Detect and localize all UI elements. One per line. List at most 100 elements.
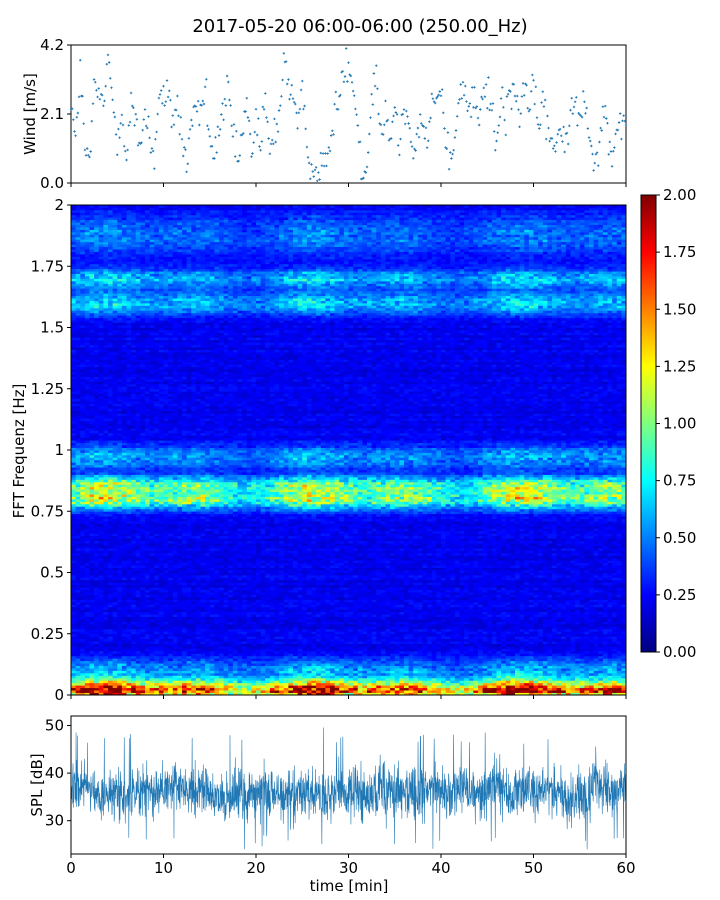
spectrogram-cell: [71, 673, 76, 676]
spectrogram-cell: [131, 516, 136, 519]
spectrogram-cell: [150, 595, 155, 598]
spectrogram-cell: [140, 592, 145, 595]
wind-marker: [417, 127, 419, 129]
spectrogram-cell: [145, 526, 150, 529]
spectrogram-cell: [127, 614, 132, 617]
spectrogram-cell: [154, 222, 159, 225]
spectrogram-cell: [145, 582, 150, 585]
spectrogram-cell: [113, 254, 118, 257]
spectrogram-cell: [108, 320, 113, 323]
spectrogram-cell: [94, 445, 99, 448]
spectrogram-cell: [94, 450, 99, 453]
spectrogram-cell: [168, 244, 173, 247]
spectrogram-cell: [168, 501, 173, 504]
spectrogram-cell: [71, 418, 76, 421]
spectrogram-cell: [145, 318, 150, 321]
spectrogram-cell: [136, 680, 141, 683]
spectrogram-cell: [103, 526, 108, 529]
spectrogram-cell: [168, 364, 173, 367]
spectrogram-cell: [117, 428, 122, 431]
spectrogram-cell: [90, 433, 95, 436]
spectrogram-cell: [140, 384, 145, 387]
spectrogram-cell: [173, 646, 178, 649]
spectrogram-cell: [71, 634, 76, 637]
spectrogram-cell: [103, 308, 108, 311]
spectrogram-cell: [99, 230, 104, 233]
spectrogram-cell: [136, 671, 141, 674]
spectrogram-cell: [103, 288, 108, 291]
wind-marker: [554, 150, 556, 152]
spectrogram-cell: [76, 261, 81, 264]
spectrogram-cell: [80, 247, 85, 250]
spectrogram-cell: [99, 440, 104, 443]
spectrogram-cell: [131, 352, 136, 355]
spectrogram-cell: [103, 582, 108, 585]
spectrogram-cell: [150, 411, 155, 414]
spectrogram-cell: [145, 563, 150, 566]
spectrogram-cell: [71, 340, 76, 343]
spectrogram-cell: [164, 543, 169, 546]
spectrogram-cell: [108, 207, 113, 210]
spectrogram-cell: [173, 543, 178, 546]
wind-marker: [384, 100, 386, 102]
spectrogram-cell: [76, 244, 81, 247]
spectrogram-cell: [94, 452, 99, 455]
spectrogram-cell: [85, 683, 90, 686]
spectrogram-cell: [140, 426, 145, 429]
spectrogram-cell: [99, 602, 104, 605]
spectrogram-cell: [131, 457, 136, 460]
spectrogram-cell: [103, 291, 108, 294]
spectrogram-cell: [80, 626, 85, 629]
spectrogram-cell: [122, 220, 127, 223]
spectrogram-cell: [80, 592, 85, 595]
spectrogram-cell: [150, 636, 155, 639]
wind-marker: [234, 155, 236, 157]
spectrogram-cell: [103, 590, 108, 593]
spectrogram-cell: [168, 688, 173, 691]
wind-marker: [90, 150, 92, 152]
spectrogram-cell: [154, 587, 159, 590]
spectrogram-cell: [136, 678, 141, 681]
spectrogram-cell: [113, 340, 118, 343]
wind-marker: [224, 98, 226, 100]
spectrogram-cell: [90, 416, 95, 419]
spectrogram-cell: [76, 271, 81, 274]
spectrogram-cell: [122, 256, 127, 259]
spectrogram-cell: [131, 668, 136, 671]
spectrogram-cell: [85, 656, 90, 659]
spectrogram-cell: [145, 342, 150, 345]
spectrogram-cell: [85, 617, 90, 620]
wind-marker: [574, 101, 576, 103]
spectrogram-cell: [173, 467, 178, 470]
spectrogram-cell: [136, 421, 141, 424]
spectrogram-cell: [94, 399, 99, 402]
spectrogram-cell: [99, 293, 104, 296]
spectrogram-cell: [145, 271, 150, 274]
spectrogram-cell: [108, 519, 113, 522]
spectrogram-cell: [154, 401, 159, 404]
spectrogram-cell: [85, 678, 90, 681]
spectrogram-cell: [164, 639, 169, 642]
spectrogram-cell: [108, 506, 113, 509]
spectrogram-cell: [117, 577, 122, 580]
spectrogram-cell: [85, 359, 90, 362]
wind-marker: [345, 47, 347, 49]
spectrogram-cell: [159, 636, 164, 639]
spectrogram-cell: [99, 234, 104, 237]
spectrogram-cell: [164, 479, 169, 482]
spectrogram-cell: [140, 330, 145, 333]
spectrogram-cell: [122, 668, 127, 671]
spectrogram-cell: [99, 580, 104, 583]
spectrogram-cell: [145, 546, 150, 549]
spectrogram-cell: [122, 288, 127, 291]
spectrogram-cell: [71, 401, 76, 404]
spectrogram-cell: [145, 634, 150, 637]
wind-marker: [256, 134, 258, 136]
spectrogram-cell: [150, 678, 155, 681]
spectrogram-cell: [150, 487, 155, 490]
spectrogram-cell: [94, 230, 99, 233]
spectrogram-cell: [150, 492, 155, 495]
spectrogram-cell: [90, 592, 95, 595]
spectrogram-cell: [113, 509, 118, 512]
spectrogram-cell: [117, 597, 122, 600]
